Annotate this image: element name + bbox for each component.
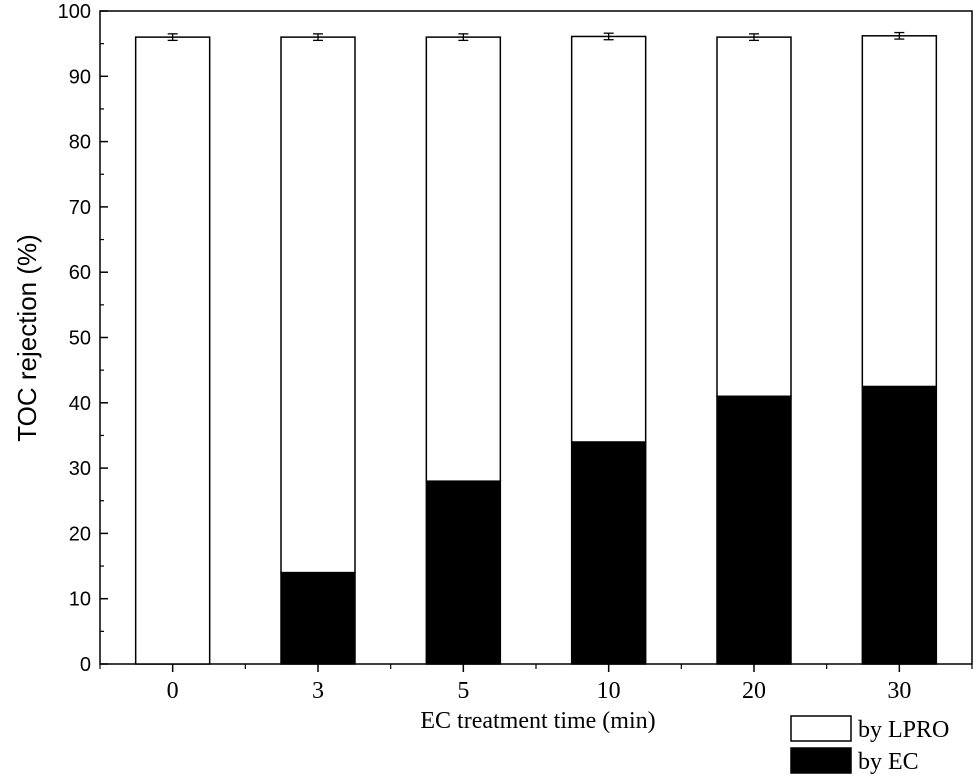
y-axis-label: TOC rejection (%) [12,234,42,442]
legend-swatch-ec [790,747,852,774]
y-tick-label: 30 [69,458,91,480]
x-tick-label: 30 [887,678,911,704]
y-axis: 0 10 20 30 40 50 60 70 80 90 100 [58,1,108,676]
error-bars [167,31,905,42]
y-tick-label: 50 [69,328,91,350]
x-tick-label: 10 [597,678,621,704]
x-tick-label: 0 [167,678,179,704]
x-tick-label: 3 [312,678,324,704]
bar-by-lpro [716,36,792,398]
y-tick-label: 90 [69,66,91,88]
y-tick-label: 100 [58,1,91,23]
x-axis: 0 3 5 10 20 30 [99,664,973,704]
bar-by-ec [716,395,792,665]
y-tick-label: 70 [69,197,91,219]
bar-by-ec [861,385,938,665]
plot-border [99,10,973,665]
plot-frame [99,10,973,665]
bar-by-ec [280,571,356,665]
bar-by-ec [425,480,502,665]
bar-by-lpro [861,35,938,388]
bars [134,35,938,665]
bar-by-lpro [134,36,211,665]
bar-by-lpro [280,36,356,574]
legend: by LPRO by EC [790,715,949,775]
y-tick-label: 0 [80,654,91,676]
x-tick-label: 5 [457,678,469,704]
bar-by-lpro [570,35,647,443]
x-axis-label: EC treatment time (min) [420,708,655,734]
legend-swatch-lpro [790,715,852,742]
x-tick-label: 20 [742,678,766,704]
y-tick-label: 10 [69,589,91,611]
y-tick-label: 20 [69,523,91,545]
y-tick-label: 80 [69,132,91,154]
legend-label-lpro: by LPRO [858,717,949,743]
bar-by-ec [570,441,647,665]
legend-label-ec: by EC [858,749,919,775]
y-tick-label: 40 [69,393,91,415]
y-tick-label: 60 [69,262,91,284]
bar-by-lpro [425,36,502,482]
